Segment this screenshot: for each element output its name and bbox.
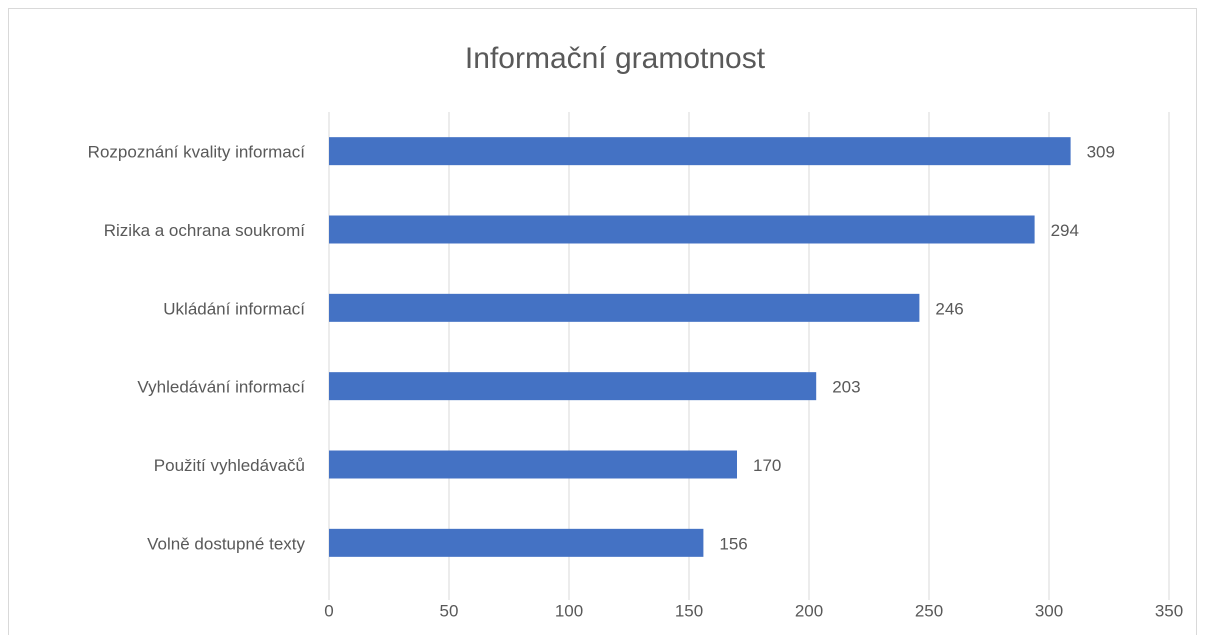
bar — [329, 293, 920, 322]
chart-title: Informační gramotnost — [465, 42, 766, 75]
data-label: 294 — [1051, 221, 1079, 240]
bar — [329, 137, 1071, 166]
bar — [329, 450, 737, 479]
x-tick-label: 250 — [915, 601, 943, 620]
x-tick-label: 100 — [555, 601, 583, 620]
x-tick-label: 300 — [1035, 601, 1063, 620]
x-tick-label: 0 — [324, 601, 333, 620]
x-tick-label: 200 — [795, 601, 823, 620]
y-tick-label: Použití vyhledávačů — [154, 456, 305, 475]
y-tick-label: Volně dostupné texty — [147, 534, 305, 553]
y-tick-label: Ukládání informací — [163, 299, 305, 318]
y-tick-label: Rozpoznání kvality informací — [88, 143, 306, 162]
data-label: 246 — [935, 299, 963, 318]
bar — [329, 215, 1035, 244]
x-tick-label: 350 — [1155, 601, 1183, 620]
data-label: 203 — [832, 378, 860, 397]
bar — [329, 528, 704, 557]
y-tick-label: Vyhledávání informací — [137, 378, 305, 397]
bar — [329, 372, 817, 401]
data-label: 156 — [719, 534, 747, 553]
y-tick-label: Rizika a ochrana soukromí — [104, 221, 306, 240]
x-tick-label: 50 — [440, 601, 459, 620]
data-label: 309 — [1087, 143, 1115, 162]
x-tick-label: 150 — [675, 601, 703, 620]
data-label: 170 — [753, 456, 781, 475]
